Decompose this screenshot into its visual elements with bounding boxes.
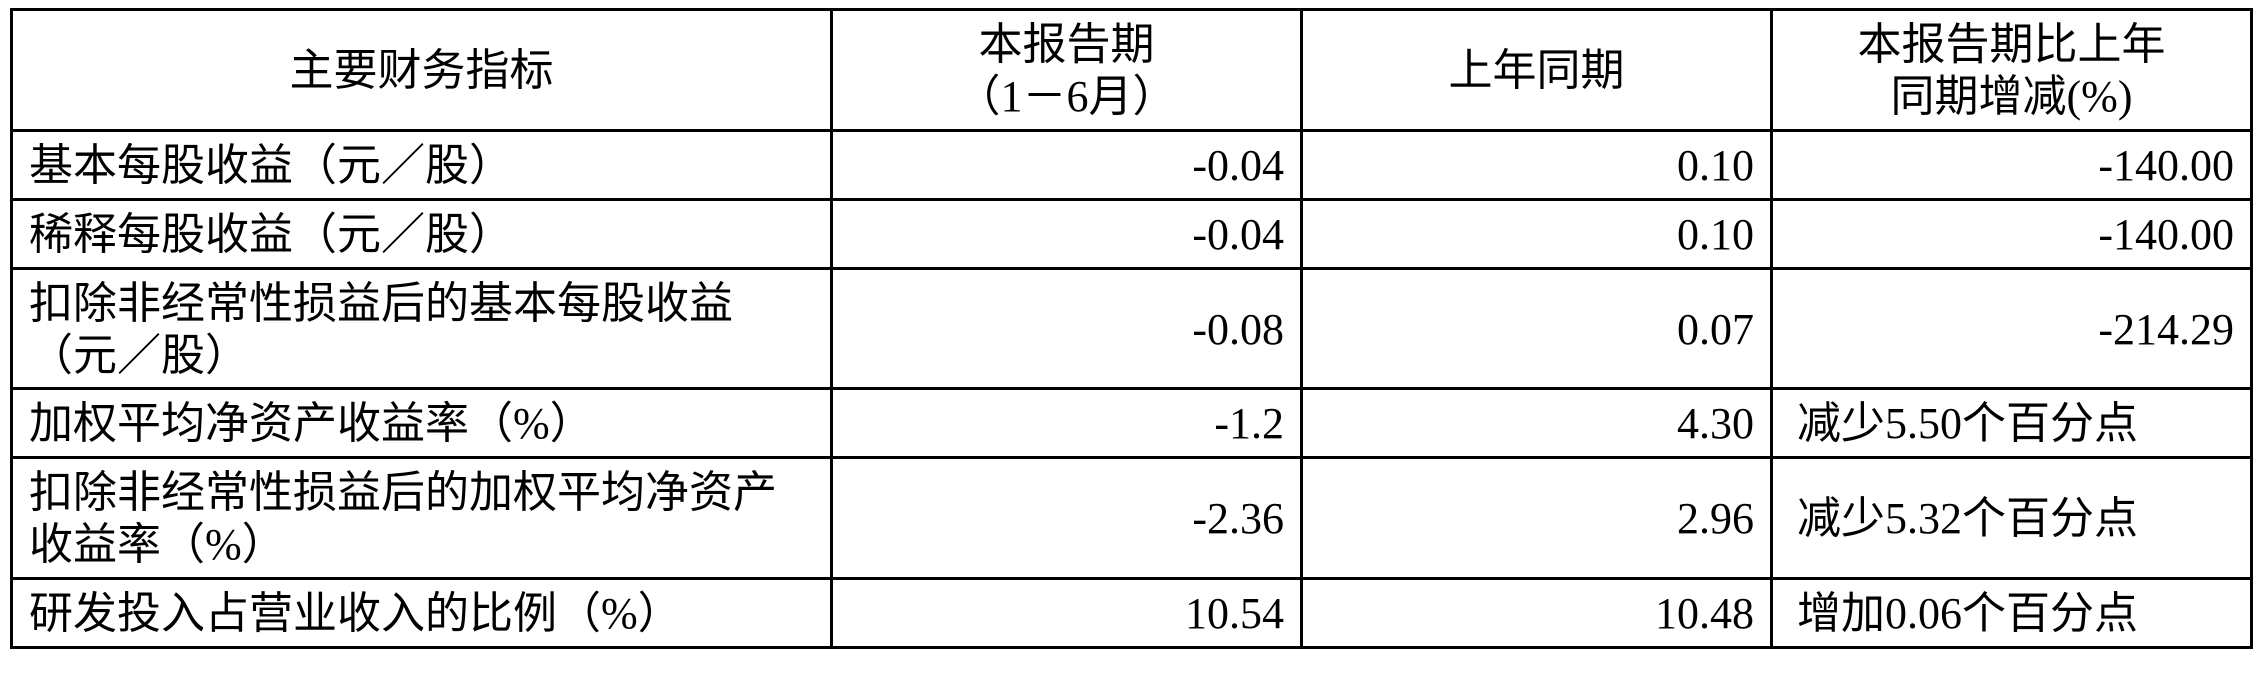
cell-change: 减少5.32个百分点 — [1772, 458, 2252, 579]
table-row: 研发投入占营业收入的比例（%） 10.54 10.48 增加0.06个百分点 — [12, 579, 2252, 648]
cell-metric: 扣除非经常性损益后的加权平均净资产收益率（%） — [12, 458, 832, 579]
cell-current: -2.36 — [832, 458, 1302, 579]
cell-current: -0.04 — [832, 130, 1302, 199]
cell-previous: 0.10 — [1302, 130, 1772, 199]
table-header-row: 主要财务指标 本报告期（1－6月） 上年同期 本报告期比上年同期增减(%) — [12, 10, 2252, 131]
financial-indicators-table: 主要财务指标 本报告期（1－6月） 上年同期 本报告期比上年同期增减(%) 基本… — [10, 8, 2253, 649]
cell-metric: 基本每股收益（元／股） — [12, 130, 832, 199]
table-row: 扣除非经常性损益后的基本每股收益（元／股） -0.08 0.07 -214.29 — [12, 268, 2252, 389]
cell-previous: 0.10 — [1302, 199, 1772, 268]
cell-current: -0.04 — [832, 199, 1302, 268]
col-header-change: 本报告期比上年同期增减(%) — [1772, 10, 2252, 131]
col-header-metric: 主要财务指标 — [12, 10, 832, 131]
cell-metric: 稀释每股收益（元／股） — [12, 199, 832, 268]
cell-current: 10.54 — [832, 579, 1302, 648]
cell-metric: 研发投入占营业收入的比例（%） — [12, 579, 832, 648]
cell-previous: 10.48 — [1302, 579, 1772, 648]
col-header-previous: 上年同期 — [1302, 10, 1772, 131]
cell-previous: 4.30 — [1302, 389, 1772, 458]
cell-metric: 扣除非经常性损益后的基本每股收益（元／股） — [12, 268, 832, 389]
cell-metric: 加权平均净资产收益率（%） — [12, 389, 832, 458]
cell-current: -1.2 — [832, 389, 1302, 458]
table-row: 稀释每股收益（元／股） -0.04 0.10 -140.00 — [12, 199, 2252, 268]
cell-change: 减少5.50个百分点 — [1772, 389, 2252, 458]
cell-previous: 0.07 — [1302, 268, 1772, 389]
table-row: 加权平均净资产收益率（%） -1.2 4.30 减少5.50个百分点 — [12, 389, 2252, 458]
cell-change: -140.00 — [1772, 130, 2252, 199]
table-row: 扣除非经常性损益后的加权平均净资产收益率（%） -2.36 2.96 减少5.3… — [12, 458, 2252, 579]
cell-current: -0.08 — [832, 268, 1302, 389]
cell-change: -214.29 — [1772, 268, 2252, 389]
cell-change: -140.00 — [1772, 199, 2252, 268]
cell-change: 增加0.06个百分点 — [1772, 579, 2252, 648]
table-row: 基本每股收益（元／股） -0.04 0.10 -140.00 — [12, 130, 2252, 199]
col-header-current: 本报告期（1－6月） — [832, 10, 1302, 131]
cell-previous: 2.96 — [1302, 458, 1772, 579]
